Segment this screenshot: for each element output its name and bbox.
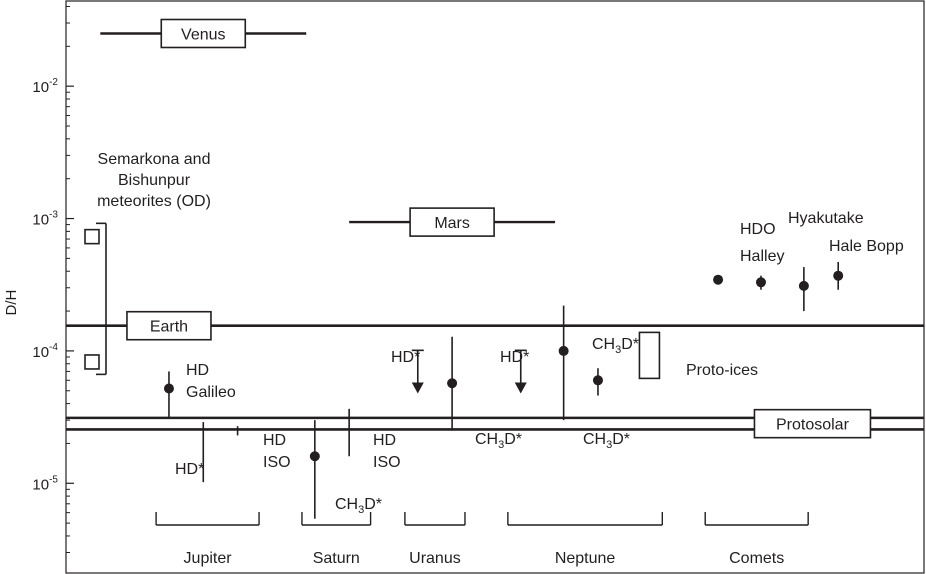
venus-box	[160, 18, 247, 49]
annotation-label: ISO	[263, 454, 291, 471]
y-tick-label: 10-5	[32, 474, 58, 493]
annotation-label: HD*	[391, 349, 420, 366]
mars-label: Mars	[434, 215, 470, 232]
annotation-label: Hale Bopp	[829, 238, 904, 255]
annotation-label: HD	[263, 432, 286, 449]
data-point	[713, 274, 724, 285]
y-tick-label: 10-4	[32, 342, 58, 361]
annotation-label: Galileo	[186, 384, 236, 401]
annotation-label: Bishunpur	[118, 172, 191, 189]
annotation-label: CH3D*	[592, 336, 639, 356]
annotation-label: ISO	[373, 454, 401, 471]
down-arrow-icon	[514, 382, 527, 394]
data-point	[833, 270, 844, 281]
data-point	[558, 345, 569, 356]
annotation-label: HD	[373, 432, 396, 449]
earth-label: Earth	[150, 319, 188, 336]
annotation-label: meteorites (OD)	[97, 193, 211, 210]
data-point	[447, 378, 458, 389]
data-point	[592, 375, 603, 386]
venus-label: Venus	[181, 26, 225, 43]
data-point	[755, 277, 766, 288]
annotation-label: Hyakutake	[788, 210, 864, 227]
protosolar-label: Protosolar	[776, 417, 850, 434]
y-axis-label: D/H	[3, 290, 20, 316]
protosolar-box	[753, 408, 872, 439]
annotation-label: HDO	[740, 221, 776, 238]
meteorite-box-high	[84, 228, 100, 245]
annotation-label: Semarkona and	[98, 151, 211, 168]
data-point	[309, 451, 320, 462]
plot-frame	[65, 0, 925, 574]
meteorite-box-low	[84, 354, 100, 370]
y-tick-label: 10-3	[32, 210, 58, 229]
category-label: Neptune	[555, 550, 616, 567]
category-label: Uranus	[409, 550, 461, 567]
annotation-label: HD*	[175, 461, 204, 478]
proto-ices-box	[638, 331, 661, 380]
annotation-label: HD	[186, 362, 209, 379]
annotation-label: CH3D*	[475, 431, 522, 451]
annotation-label: Proto-ices	[686, 362, 758, 379]
earth-box	[126, 310, 212, 341]
annotation-label: CH3D*	[335, 496, 382, 516]
down-arrow-icon	[411, 382, 424, 394]
mars-box	[409, 207, 495, 237]
annotation-label: CH3D*	[583, 431, 630, 451]
data-point	[163, 383, 174, 394]
category-label: Saturn	[313, 550, 360, 567]
category-label: Jupiter	[184, 550, 233, 567]
annotation-label: HD*	[500, 349, 529, 366]
y-tick-label: 10-2	[32, 77, 58, 96]
data-point	[798, 280, 809, 291]
annotation-label: Halley	[740, 248, 784, 265]
category-label: Comets	[729, 550, 784, 567]
